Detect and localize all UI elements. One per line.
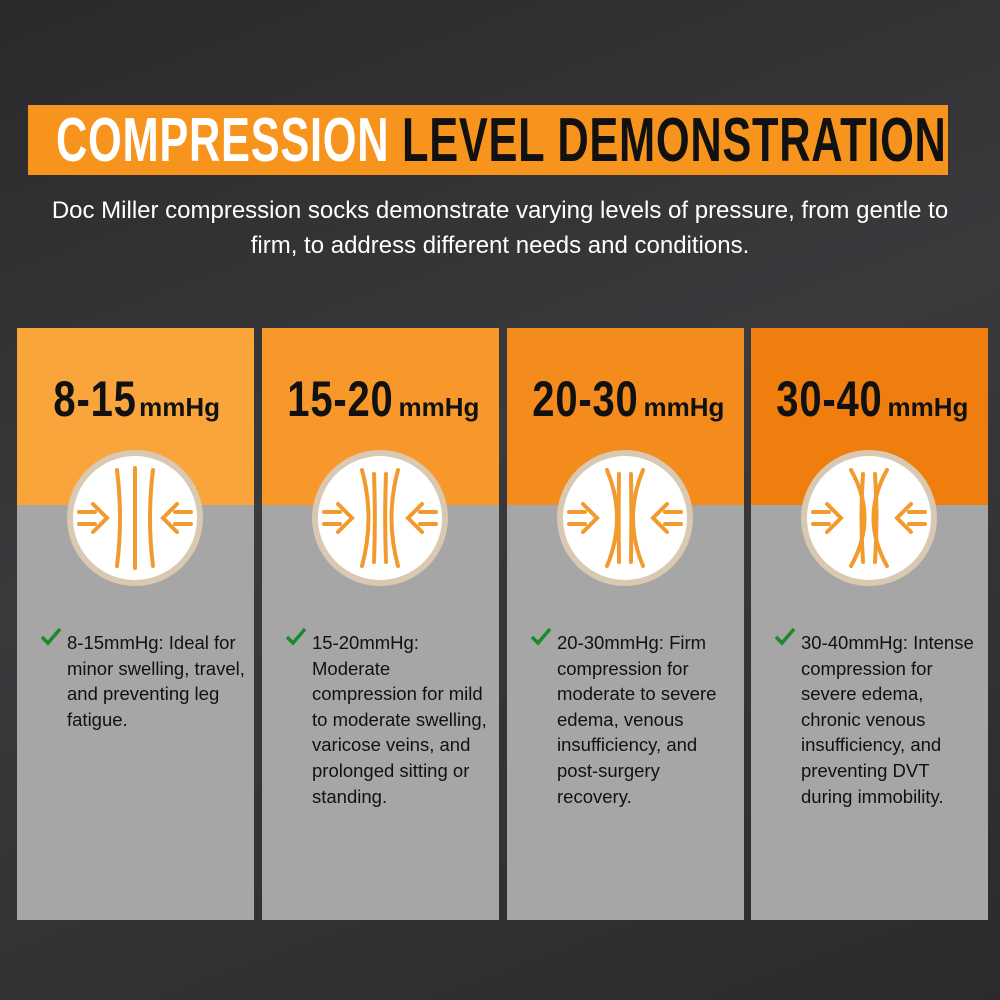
card-heading: 20-30 mmHg <box>507 370 744 428</box>
check-icon <box>530 627 552 646</box>
check-icon <box>40 627 62 646</box>
pressure-unit: mmHg <box>398 392 480 422</box>
pressure-unit: mmHg <box>643 392 725 422</box>
card-heading: 15-20 mmHg <box>262 370 499 428</box>
pressure-range: 15-20 <box>286 371 394 427</box>
icon-lines <box>77 466 193 570</box>
title-light: COMPRESSION <box>56 106 390 175</box>
icon-disc <box>318 456 442 580</box>
pressure-unit: mmHg <box>887 392 969 422</box>
card-heading: 8-15mmHg <box>17 370 254 428</box>
pressure-range: 8-15 <box>53 371 137 427</box>
card: 30-40 mmHg 30-40mmHg: Intense compression… <box>751 328 988 920</box>
compression-icon <box>312 450 448 586</box>
card-description: 30-40mmHg: Intense compression for sever… <box>801 632 974 807</box>
pressure-range: 30-40 <box>775 371 883 427</box>
title-dark: LEVEL DEMONSTRATION <box>402 106 947 175</box>
card: 15-20 mmHg 15-20mmHg: Moderate compressio… <box>262 328 499 920</box>
compression-icon <box>557 450 693 586</box>
pressure-unit: mmHg <box>139 392 220 422</box>
icon-lines <box>811 468 927 568</box>
compression-icon <box>67 450 203 586</box>
card: 20-30 mmHg 20-30mmHg: Firm compression fo… <box>507 328 744 920</box>
title: COMPRESSION LEVEL DEMONSTRATION <box>56 110 947 172</box>
title-bar: COMPRESSION LEVEL DEMONSTRATION <box>28 105 948 175</box>
subtitle: Doc Miller compression socks demonstrate… <box>51 197 949 259</box>
icon-lines <box>567 468 683 568</box>
pressure-range: 20-30 <box>531 371 639 427</box>
icon-disc <box>563 456 687 580</box>
card-heading: 30-40 mmHg <box>751 370 988 428</box>
check-icon <box>774 627 796 646</box>
card-description: 20-30mmHg: Firm compression for moderate… <box>557 632 717 807</box>
icon-lines <box>322 468 438 568</box>
check-icon <box>285 627 307 646</box>
card-description: 15-20mmHg: Moderate compression for mild… <box>312 632 487 807</box>
icon-disc <box>807 456 931 580</box>
card-description: 8-15mmHg: Ideal for minor swelling, trav… <box>67 632 245 730</box>
card: 8-15mmHg 8-15mmHg: Ideal for minor swell… <box>17 328 254 920</box>
compression-icon <box>801 450 937 586</box>
